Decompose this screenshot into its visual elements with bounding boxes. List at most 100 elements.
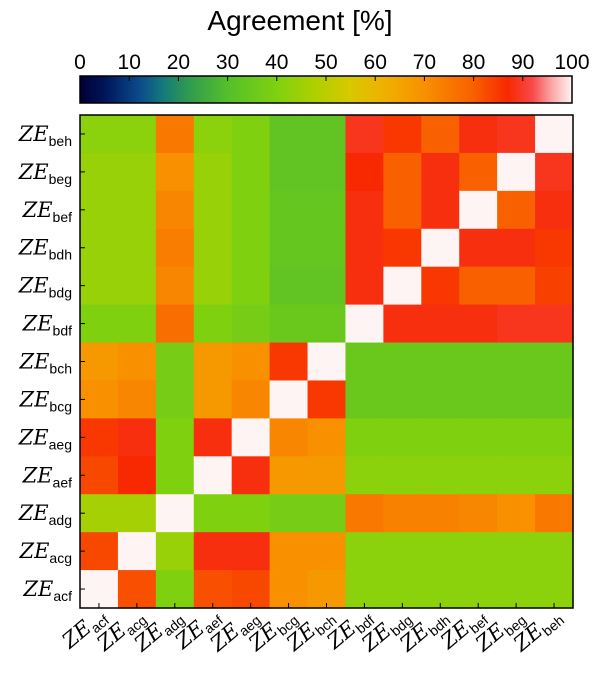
heatmap-cell [269,342,309,382]
heatmap-cell [345,456,384,495]
heatmap-cell [80,115,119,154]
heatmap-cell [421,115,460,154]
heatmap-cell [459,115,498,154]
colorbar-tick-label: 60 [364,51,387,74]
heatmap-cell [117,456,157,495]
heatmap-cell [535,266,574,306]
heatmap-cell [307,228,347,268]
heatmap-cell [459,304,498,344]
heatmap-cell [497,304,536,344]
y-tick-label: ZEbeh [18,122,72,149]
heatmap-cell [345,228,384,268]
heatmap-cell [421,304,460,344]
heatmap-cell [307,304,347,344]
heatmap-cell [459,190,498,230]
heatmap-cell [231,190,271,230]
heatmap-cell [193,456,233,495]
heatmap-cell [193,266,233,306]
heatmap-cell [117,266,157,306]
y-tick-label: ZEbeg [18,160,72,187]
heatmap-cell [535,380,574,419]
y-tick-label: ZEbch [19,350,73,377]
heatmap-cell [269,532,309,571]
heatmap-cell [307,456,347,495]
heatmap-cell [345,380,384,419]
heatmap-cell [459,456,498,495]
heatmap-cell [497,266,536,306]
y-tick-label: ZEbdh [18,236,72,263]
heatmap-cell [80,304,119,344]
heatmap-cell [535,304,574,344]
heatmap-cell [231,342,271,382]
heatmap-cell [193,152,233,192]
heatmap-cell [345,266,384,306]
heatmap-cell [155,456,195,495]
y-tick-label: ZEbef [22,198,72,225]
heatmap-cell [535,532,574,571]
colorbar-tick-label: 30 [216,51,239,74]
heatmap-cell [459,494,498,533]
heatmap-cell [535,494,574,533]
heatmap-cell [421,152,460,192]
heatmap-cell [231,266,271,306]
heatmap-cell [269,418,309,457]
colorbar-tick-label: 50 [314,51,337,74]
heatmap-cell [231,115,271,154]
heatmap-cell [231,380,271,419]
heatmap-cell [231,532,271,571]
heatmap-cell [117,304,157,344]
heatmap-cell [345,570,384,609]
heatmap-cell [535,456,574,495]
heatmap-cell [307,342,347,382]
heatmap-cell [497,190,536,230]
heatmap-cell [307,266,347,306]
heatmap-cell [421,190,460,230]
heatmap-cell [383,266,422,306]
heatmap-cell [231,494,271,533]
heatmap-cell [231,152,271,192]
heatmap-cell [459,342,498,382]
heatmap-cell [269,456,309,495]
heatmap-cell [80,266,119,306]
heatmap-cell [535,228,574,268]
heatmap-cell [269,494,309,533]
heatmap-cell [383,494,422,533]
heatmap-cell [459,380,498,419]
heatmap-cell [345,115,384,154]
heatmap-cell [421,532,460,571]
heatmap-cell [80,570,119,609]
heatmap-cell [345,190,384,230]
heatmap-cell [117,418,157,457]
heatmap-cell [345,152,384,192]
heatmap-cell [383,380,422,419]
y-tick-label: ZEaef [22,463,72,490]
heatmap-cell [193,115,233,154]
heatmap-cell [117,380,157,419]
heatmap-cell [497,380,536,419]
heatmap-cell [117,152,157,192]
heatmap-cell [80,228,119,268]
heatmap-cell [155,380,195,419]
heatmap-cells [79,114,574,609]
colorbar-tick-label: 0 [74,51,86,74]
heatmap-cell [80,380,119,419]
heatmap-cell [155,152,195,192]
heatmap-cell [459,570,498,609]
heatmap-cell [307,190,347,230]
heatmap-cell [383,304,422,344]
heatmap-cell [459,228,498,268]
heatmap-cell [193,380,233,419]
heatmap-cell [117,228,157,268]
heatmap-cell [307,380,347,419]
heatmap-cell [155,266,195,306]
heatmap-cell [307,494,347,533]
heatmap-cell [535,418,574,457]
y-tick-label: ZEbdg [18,274,72,301]
heatmap-cell [155,570,195,609]
heatmap-cell [269,228,309,268]
heatmap-cell [497,494,536,533]
heatmap-cell [497,532,536,571]
heatmap-cell [497,152,536,192]
heatmap-cell [80,456,119,495]
